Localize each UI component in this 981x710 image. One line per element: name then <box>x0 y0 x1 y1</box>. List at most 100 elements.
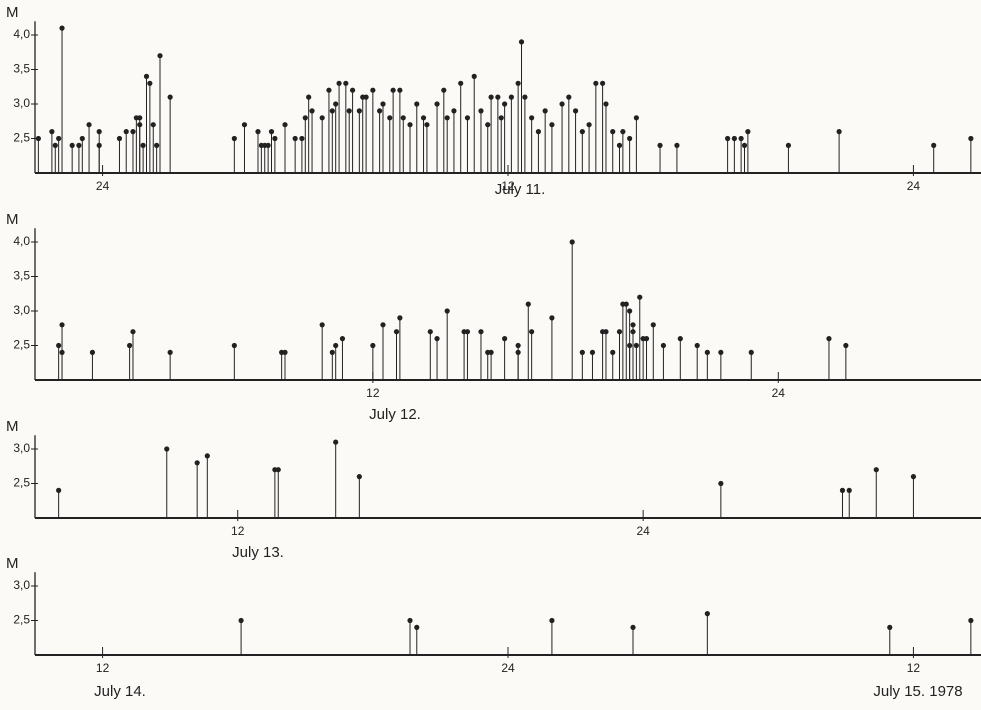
stem-head <box>451 108 457 114</box>
stem-head <box>843 342 849 349</box>
stem-head <box>478 108 484 114</box>
stem-head <box>79 135 85 142</box>
x-tick-label: 12 <box>231 524 245 538</box>
stem-head <box>745 129 751 135</box>
stem-head <box>377 108 383 114</box>
stem-head <box>130 329 136 335</box>
stem-head <box>600 80 606 86</box>
stem-head <box>336 80 342 86</box>
stem-head <box>127 342 133 349</box>
stem-head <box>265 142 271 148</box>
stem-head <box>718 349 724 355</box>
stem-head <box>444 115 450 121</box>
stem-head <box>968 617 974 624</box>
stem-head <box>931 142 937 148</box>
stem-head <box>549 617 555 624</box>
stem-head <box>785 142 792 148</box>
stem-head <box>387 115 393 121</box>
stem-head <box>471 73 477 79</box>
stem-head <box>522 94 528 100</box>
stem-head <box>167 349 173 355</box>
stem-head <box>96 142 102 148</box>
stem-head <box>630 329 636 335</box>
stem-head <box>380 322 386 328</box>
stem-head <box>589 349 596 355</box>
stem-head <box>356 474 362 480</box>
stem-head <box>397 87 403 93</box>
stem-head <box>495 94 501 100</box>
y-tick-label: 2,5 <box>13 338 30 352</box>
y-axis-label: M <box>6 555 19 572</box>
panel: M 2,5 3,0 3,5 4,0 12 24 July 12. <box>6 211 981 423</box>
x-tick-label: 12 <box>366 386 380 400</box>
stem-head <box>444 308 450 314</box>
stem-head <box>630 624 636 631</box>
stem-head <box>559 101 565 107</box>
stem-head <box>616 329 623 335</box>
stem-head <box>194 460 200 466</box>
stem-head <box>329 349 335 355</box>
stem-head <box>56 135 62 142</box>
stem-head <box>738 135 744 142</box>
stem-head <box>299 135 305 142</box>
stem-head <box>86 122 92 128</box>
stem-head <box>420 115 427 121</box>
stem-head <box>370 342 376 349</box>
stem-head <box>349 87 356 93</box>
y-tick-label: 4,0 <box>13 234 30 248</box>
stem-head <box>643 336 650 342</box>
stem-head <box>441 87 447 93</box>
stem-head <box>96 129 102 135</box>
stem-head <box>164 446 170 452</box>
stem-head <box>56 342 62 349</box>
stem-head <box>154 142 160 148</box>
stem-head <box>434 336 440 342</box>
annotation: July 11. <box>495 181 546 198</box>
stem-head <box>464 115 471 121</box>
annotation: July 12. <box>369 406 421 423</box>
stem-head <box>508 94 514 100</box>
stem-head <box>302 115 308 121</box>
stem-head <box>610 349 616 355</box>
stem-head <box>579 349 585 355</box>
stem-head <box>694 342 700 349</box>
stem-head <box>49 129 55 135</box>
stem-head <box>333 439 339 445</box>
stem-head <box>572 108 579 114</box>
stem-head <box>407 122 413 128</box>
stem-head <box>116 135 123 142</box>
stem-head <box>59 322 65 328</box>
stem-head <box>363 94 369 100</box>
stem-head <box>515 349 521 355</box>
y-tick-label: 3,0 <box>13 441 30 455</box>
stem-head <box>603 329 609 335</box>
stem-head <box>620 129 626 135</box>
x-tick-label: 24 <box>501 661 515 675</box>
stem-head <box>502 336 508 342</box>
stem-head <box>356 108 362 114</box>
stem-head <box>407 617 413 624</box>
stem-head <box>873 467 879 473</box>
stem-head <box>292 135 298 142</box>
stem-head <box>137 122 143 128</box>
stem-head <box>255 129 261 135</box>
y-axis-label: M <box>6 418 19 435</box>
stem-head <box>633 115 639 121</box>
stem-head <box>282 349 288 355</box>
stem-head <box>502 101 508 107</box>
stem-head <box>968 135 974 142</box>
stem-head <box>627 308 633 314</box>
stem-head <box>319 115 325 121</box>
stem-head <box>130 129 136 135</box>
stem-head <box>414 101 420 107</box>
stem-head <box>370 87 376 93</box>
stem-head <box>150 122 156 128</box>
stem-head <box>660 342 667 349</box>
y-tick-label: 3,5 <box>13 62 30 76</box>
stem-head <box>424 122 430 128</box>
stem-head <box>333 101 339 107</box>
stem-head <box>515 342 521 349</box>
stem-head <box>549 315 555 321</box>
stem-head <box>231 135 237 142</box>
x-tick-label: 24 <box>96 179 110 193</box>
